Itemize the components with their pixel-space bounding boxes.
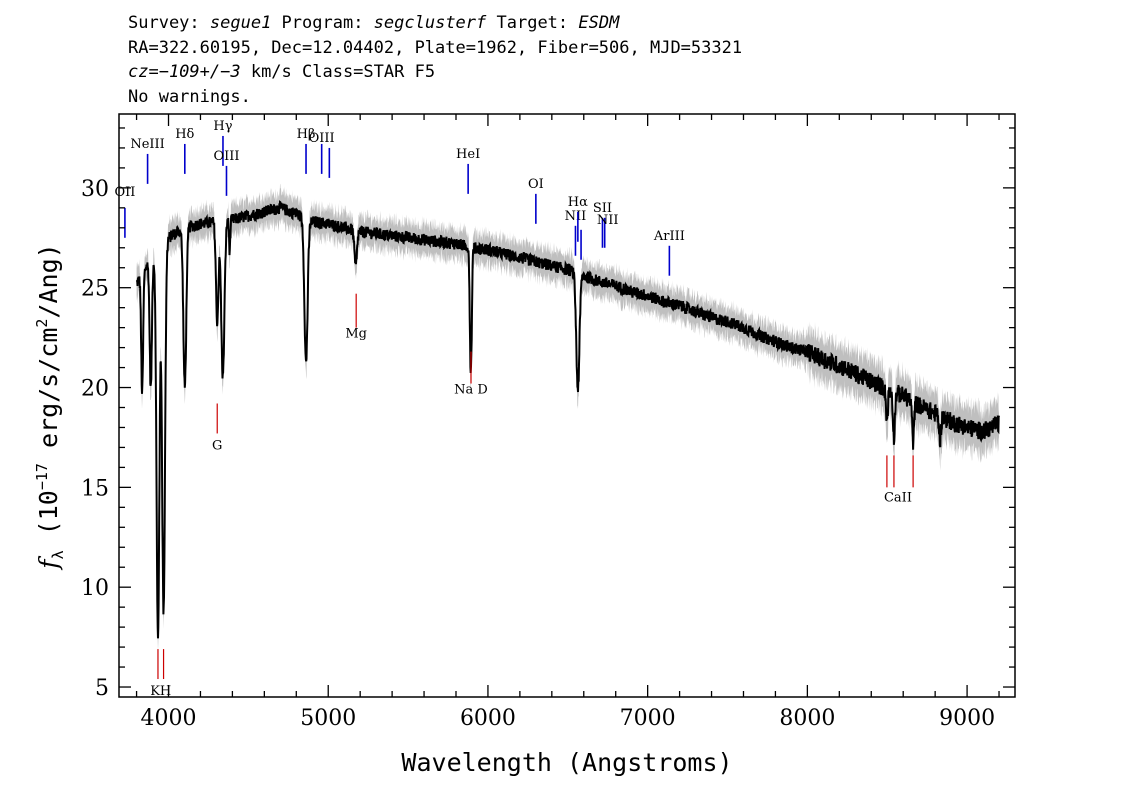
emission-line-label: NII	[597, 213, 619, 228]
emission-line-label: Hβ	[297, 127, 316, 142]
x-tick-label: 9000	[939, 706, 995, 731]
emission-line-label: HeI	[456, 147, 480, 162]
flux-series-line	[135, 200, 1000, 639]
x-axis-title: Wavelength (Angstroms)	[401, 748, 732, 777]
emission-line-label: Hγ	[213, 119, 232, 134]
y-tick-label: 5	[95, 676, 109, 701]
emission-line-label: Hδ	[175, 127, 194, 142]
absorption-line-label: CaII	[884, 490, 912, 505]
x-tick-label: 6000	[460, 706, 516, 731]
y-tick-label: 25	[81, 277, 109, 302]
survey-label: Survey:	[128, 13, 210, 33]
emission-line-label: NII	[565, 209, 587, 224]
absorption-line-label: KH	[150, 684, 171, 699]
y-tick-label: 15	[81, 476, 109, 501]
emission-line-label: SII	[593, 201, 612, 216]
absorption-line-label: G	[212, 438, 222, 453]
emission-line-label: OIII	[309, 131, 335, 146]
emission-line-label: NeIII	[130, 137, 164, 152]
emission-line-label: OII	[114, 185, 135, 200]
x-tick-label: 8000	[779, 706, 835, 731]
emission-line-label: OI	[528, 177, 544, 192]
program-value: segclusterf	[373, 13, 487, 33]
plot-frame	[118, 113, 1016, 698]
emission-line-label: OIII	[213, 149, 239, 164]
target-value: ESDM	[578, 13, 620, 33]
redshift-value: cz=−109+/−3	[128, 62, 241, 82]
emission-line-label: Hα	[568, 195, 588, 210]
coordinates-line: RA=322.60195, Dec=12.04402, Plate=1962, …	[128, 37, 743, 58]
warnings-line: No warnings.	[128, 86, 251, 107]
flux-error-band	[136, 183, 1000, 651]
target-label: Target:	[486, 13, 579, 33]
class-text: km/s Class=STAR F5	[240, 62, 436, 82]
program-label: Program:	[271, 13, 374, 33]
y-tick-label: 10	[81, 576, 109, 601]
y-tick-label: 20	[81, 377, 109, 402]
y-axis-title: fλ (10−17 erg/s/cm2/Ang)	[33, 243, 67, 570]
x-tick-label: 5000	[300, 706, 356, 731]
x-tick-label: 7000	[620, 706, 676, 731]
x-tick-label: 4000	[141, 706, 197, 731]
y-tick-label: 30	[81, 177, 109, 202]
emission-line-label: ArIII	[653, 229, 685, 244]
spectrum-header: Survey: segue1 Program: segclusterf Targ…	[128, 11, 742, 109]
survey-value: segue1	[209, 13, 272, 33]
absorption-line-label: Na D	[454, 383, 488, 398]
absorption-line-label: Mg	[345, 327, 367, 342]
